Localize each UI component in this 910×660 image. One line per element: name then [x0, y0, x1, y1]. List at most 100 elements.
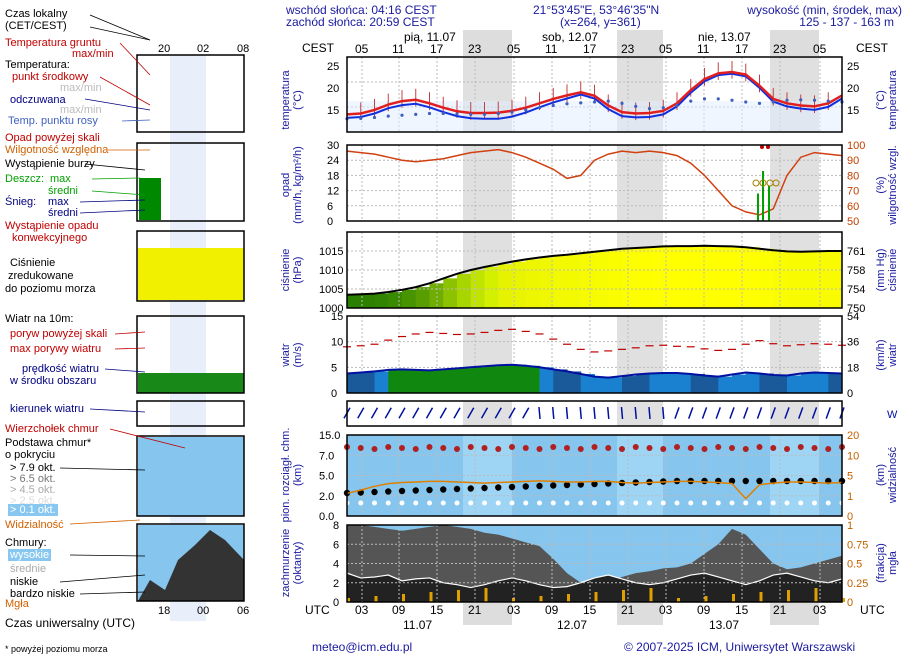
cloud-base-low-point	[592, 500, 597, 506]
winddir-night-band	[463, 401, 512, 426]
legend-local-time: Czas lokalny	[5, 8, 68, 20]
mini-rain-bars	[139, 178, 161, 220]
cloud-top-point	[577, 446, 584, 452]
pressure-area	[635, 247, 650, 308]
cloud-base-point	[481, 484, 488, 492]
ytick-right: 60	[847, 201, 859, 213]
footer-night-band	[463, 603, 512, 625]
axis-cover-left: zachmurzenie (oktanty)	[280, 528, 304, 598]
cloud-top-point	[509, 444, 515, 450]
cloud-top-point	[481, 445, 488, 451]
wind-speed-area	[443, 369, 458, 393]
cloud-top-point	[605, 445, 612, 451]
cloud-top-point	[454, 446, 460, 452]
ytick-right: 80	[847, 170, 859, 182]
cloud-base-point	[508, 483, 516, 491]
wind-arrow	[825, 407, 832, 419]
sunrise-text: wschód słońca: 04:16 CEST	[286, 3, 437, 17]
dewpoint-point	[702, 97, 707, 101]
axis-temp-left: temperatura (°C)	[280, 70, 304, 130]
legend-rain-mid: średni	[48, 185, 78, 197]
ytick-left: 15	[331, 311, 343, 323]
panel-night-band	[617, 57, 663, 132]
wind-arrow	[357, 407, 365, 419]
wind-speed-area	[690, 374, 705, 393]
axis-temp-right: (°C) temperatura	[875, 70, 899, 130]
dewpoint-point	[455, 112, 459, 116]
cloud-base-point	[577, 481, 584, 488]
legend-precip-over: Opad powyżej skali	[5, 132, 100, 144]
hour-bottom-label: 15	[735, 603, 749, 617]
wind-speed-area	[718, 376, 733, 393]
wind-arrow	[494, 407, 502, 419]
wind-speed-area	[470, 367, 485, 393]
hour-top-label: 17	[735, 42, 749, 56]
cloud-base-point	[371, 488, 378, 496]
ytick-left: 18	[327, 170, 339, 182]
panel-night-band	[770, 435, 819, 516]
pressure-area	[388, 292, 403, 308]
pressure-area	[347, 294, 362, 308]
cloud-base-low-point	[550, 500, 556, 506]
ytick-right: 20	[847, 83, 859, 95]
legend-local-zone: (CET/CEST)	[5, 20, 67, 32]
winddir-night-band	[617, 401, 663, 426]
legend-gust-max: max porywy wiatru	[10, 343, 102, 355]
wind-speed-area	[567, 371, 582, 393]
ytick-right: 50	[847, 216, 859, 228]
cloud-night-band	[770, 435, 819, 516]
ytick-right: 25	[847, 61, 859, 73]
hour-bottom-label: 09	[545, 603, 559, 617]
wind-arrow	[756, 407, 763, 419]
panel-night-band	[770, 57, 819, 132]
wind-arrow	[398, 407, 406, 419]
legend-cloud-base1: Podstawa chmur*	[5, 437, 92, 449]
dewpoint-point	[482, 112, 487, 116]
fog-bar	[622, 590, 625, 602]
cloud-base-low-point	[440, 500, 446, 506]
legend-rain: Deszcz:	[5, 173, 45, 185]
wind-speed-area	[402, 369, 417, 393]
fog-bar	[539, 596, 543, 602]
panel-night-band	[617, 525, 663, 602]
ytick-left: 0	[327, 216, 333, 228]
day-bottom-label: 12.07	[557, 618, 587, 632]
fog-bar	[402, 594, 405, 602]
cloud-base-point	[797, 477, 804, 485]
pressure-area	[677, 246, 692, 308]
cloud-base-point	[715, 477, 722, 485]
header-night-band	[770, 30, 819, 56]
ytick-left: 1010	[319, 265, 343, 277]
pressure-line	[346, 244, 842, 296]
dewpoint-point	[372, 115, 377, 120]
legend-snow-max: max	[48, 196, 69, 208]
cloud-base-point	[811, 477, 818, 485]
hour-bottom-label: 03	[813, 603, 827, 617]
wind-arrow	[425, 407, 434, 419]
axis-precip-right: (%) wilgotność wzgl.	[875, 145, 899, 225]
pressure-area	[649, 247, 664, 308]
cloud-base-point	[728, 477, 736, 485]
wind-speed-area	[622, 376, 637, 393]
ytick-right: 758	[847, 265, 865, 277]
legend-temp-felt-sub: max/min	[60, 104, 102, 116]
panel-night-band	[617, 145, 663, 221]
cloud-top-point	[742, 446, 749, 452]
mini-utc-tick-2: 00	[197, 605, 209, 617]
header-night-band	[617, 30, 663, 56]
panel-bg	[347, 145, 842, 221]
hour-top-label: 11	[545, 42, 558, 56]
cloud-base-low-point	[564, 500, 570, 506]
dewpoint-point	[386, 114, 390, 118]
precip-over-marker	[760, 145, 764, 149]
wind-speed-area	[704, 375, 719, 393]
cloud-base-low-point	[839, 500, 845, 506]
dewpoint-point	[826, 99, 830, 103]
wind-arrow	[508, 407, 516, 419]
legend-okt-5-label: > 0.1 okt.	[8, 504, 58, 516]
cloud-top-point	[536, 446, 543, 452]
hour-bottom-label: 15	[583, 603, 597, 617]
mini-cloud-frame	[136, 435, 245, 517]
footer-email[interactable]: meteo@icm.edu.pl	[312, 640, 413, 654]
wind-speed-line	[346, 363, 843, 379]
